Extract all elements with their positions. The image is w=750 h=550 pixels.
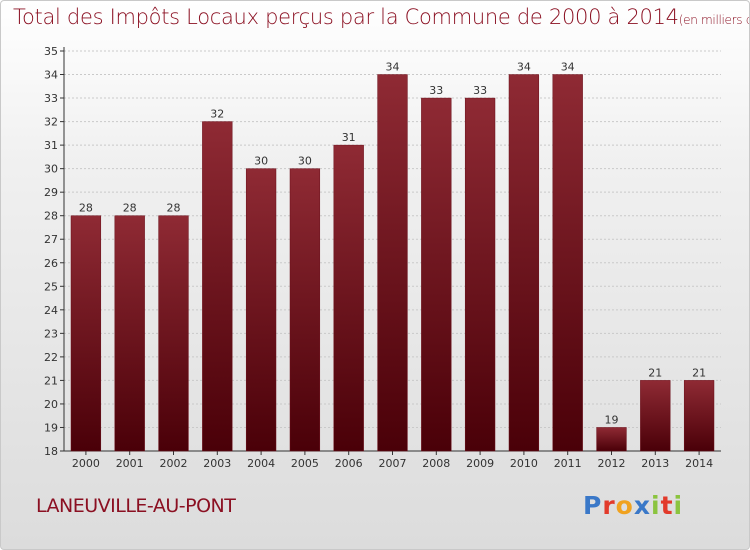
bar-value-label: 30 <box>298 155 312 168</box>
x-tick-label: 2014 <box>685 457 713 470</box>
x-tick-label: 2000 <box>72 457 100 470</box>
x-tick-label: 2011 <box>554 457 582 470</box>
bar-2008 <box>421 97 452 452</box>
logo-letter: t <box>660 491 674 520</box>
x-tick-label: 2005 <box>291 457 319 470</box>
bar-2005 <box>289 168 321 452</box>
bar-2002 <box>158 215 189 452</box>
x-tick-label: 2006 <box>335 457 363 470</box>
commune-name: LANEUVILLE-AU-PONT <box>36 495 236 517</box>
bar-2014 <box>683 380 715 452</box>
y-tick-label: 29 <box>44 186 58 199</box>
bar-value-label: 28 <box>79 202 93 215</box>
bar-2000 <box>70 215 102 452</box>
bar-2012 <box>596 427 627 452</box>
bar-value-label: 33 <box>473 84 487 97</box>
y-tick-label: 27 <box>44 233 58 246</box>
bar-value-label: 21 <box>648 366 662 379</box>
bar-2009 <box>464 97 496 452</box>
bar-value-label: 21 <box>692 366 706 379</box>
bar-value-label: 28 <box>123 202 137 215</box>
bar-value-label: 34 <box>561 61 575 74</box>
bars <box>70 74 715 452</box>
x-tick-label: 2008 <box>422 457 450 470</box>
bar-value-label: 34 <box>517 61 531 74</box>
y-tick-label: 22 <box>44 351 58 364</box>
logo-letter: r <box>602 491 616 520</box>
logo-letter: o <box>615 491 634 520</box>
y-tick-label: 24 <box>44 304 58 317</box>
y-tick-label: 23 <box>44 327 58 340</box>
bar-value-label: 31 <box>342 131 356 144</box>
bar-2004 <box>245 168 277 452</box>
y-tick-label: 34 <box>44 69 58 82</box>
chart-title-text: Total des Impôts Locaux perçus par la Co… <box>13 5 679 29</box>
logo-letter: i <box>673 491 684 520</box>
bar-value-label: 33 <box>429 84 443 97</box>
x-tick-label: 2002 <box>160 457 188 470</box>
logo-letter: P <box>583 491 603 520</box>
bar-value-label: 28 <box>167 202 181 215</box>
x-tick-label: 2009 <box>466 457 494 470</box>
y-tick-label: 30 <box>44 163 58 176</box>
x-tick-label: 2012 <box>598 457 626 470</box>
y-tick-label: 19 <box>44 421 58 434</box>
x-tick-label: 2007 <box>379 457 407 470</box>
x-tick-label: 2001 <box>116 457 144 470</box>
y-tick-label: 33 <box>44 92 58 105</box>
bar-2010 <box>508 74 540 452</box>
y-tick-label: 21 <box>44 374 58 387</box>
x-tick-label: 2003 <box>203 457 231 470</box>
x-tick-label: 2004 <box>247 457 275 470</box>
bar-value-label: 30 <box>254 155 268 168</box>
bar-2003 <box>202 121 233 452</box>
y-tick-label: 18 <box>44 445 58 458</box>
labels: 18 19 20 21 22 23 24 25 26 27 28 29 30 31 32 33 34 35 28 20… <box>44 45 713 470</box>
y-tick-label: 20 <box>44 398 58 411</box>
bar-2007 <box>377 74 408 452</box>
chart-title-unit: (en milliers d'€) <box>678 13 749 27</box>
bar-2013 <box>640 380 671 452</box>
y-tick-label: 25 <box>44 280 58 293</box>
bar-value-label: 34 <box>386 61 400 74</box>
x-tick-label: 2013 <box>641 457 669 470</box>
y-tick-label: 35 <box>44 45 58 58</box>
bar-value-label: 32 <box>210 108 224 121</box>
bar-2006 <box>333 144 364 452</box>
bar-value-label: 19 <box>605 413 619 426</box>
proxiti-logo: Proxiti <box>583 491 683 520</box>
bar-2001 <box>114 215 145 452</box>
logo-letter: i <box>651 491 661 520</box>
y-tick-label: 31 <box>44 139 58 152</box>
y-tick-label: 28 <box>44 210 58 223</box>
logo-letter: x <box>633 491 651 520</box>
y-tick-label: 32 <box>44 116 58 129</box>
chart-title: Total des Impôts Locaux perçus par la Co… <box>13 5 749 29</box>
x-tick-label: 2010 <box>510 457 538 470</box>
y-tick-label: 26 <box>44 257 58 270</box>
bar-2011 <box>552 74 583 452</box>
